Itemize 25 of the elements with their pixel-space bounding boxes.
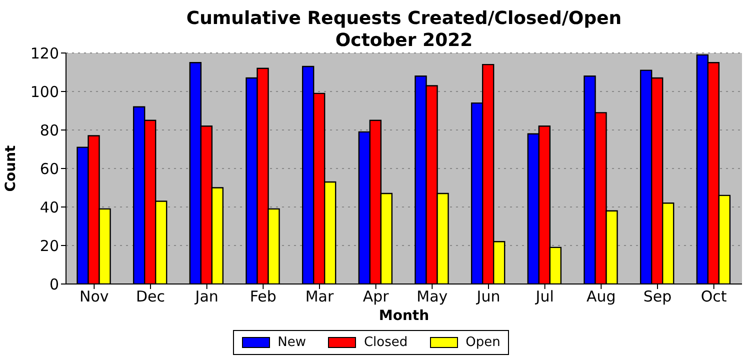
- y-tick-label: 60: [40, 160, 59, 178]
- legend-label: Closed: [364, 335, 408, 350]
- legend-label: Open: [466, 335, 500, 350]
- y-tick-label: 80: [40, 121, 59, 140]
- x-tick-label: Jun: [476, 288, 500, 306]
- y-tick-label: 0: [49, 275, 59, 294]
- x-tick-label: Jan: [194, 288, 218, 306]
- x-tick-label: Mar: [305, 288, 334, 306]
- x-tick-label: Dec: [136, 288, 166, 306]
- chart-title: Cumulative Requests Created/Closed/Open October 2022: [185, 8, 623, 52]
- x-tick-label: Apr: [362, 288, 390, 306]
- y-axis-title: Count: [2, 144, 19, 192]
- x-tick-label: Sep: [643, 288, 672, 306]
- x-tick-label: Nov: [80, 288, 109, 306]
- x-tick-label: Oct: [700, 288, 727, 306]
- x-tick-label: Feb: [250, 288, 276, 306]
- y-tick-label: 100: [30, 82, 59, 101]
- legend-label: New: [278, 335, 306, 350]
- y-tick-label: 120: [30, 44, 59, 62]
- y-tick-label: 40: [40, 198, 59, 216]
- x-axis-title: Month: [378, 308, 430, 324]
- x-tick-label: May: [416, 288, 448, 306]
- x-tick-label: Aug: [586, 288, 616, 306]
- y-tick-label: 20: [40, 236, 59, 255]
- x-tick-label: Jul: [534, 288, 554, 306]
